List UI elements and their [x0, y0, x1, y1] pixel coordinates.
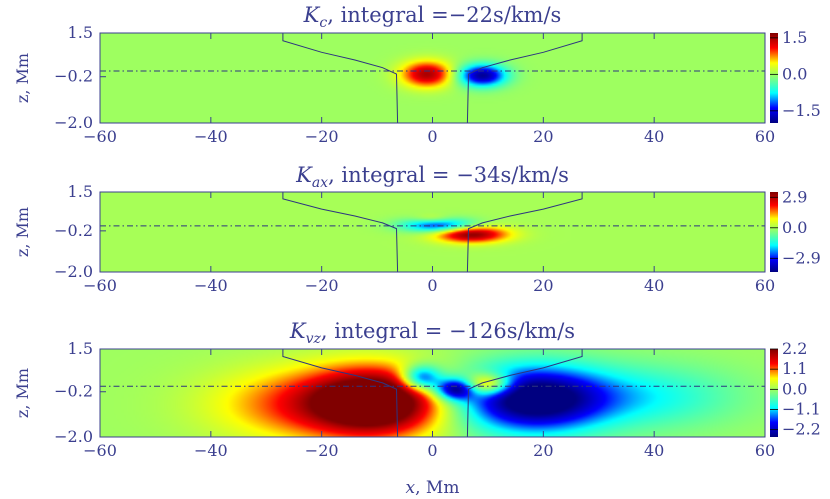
x-tick-label: −20 — [305, 276, 339, 295]
x-tick-label: 0 — [427, 441, 437, 460]
x-tick-label: 60 — [755, 276, 775, 295]
tube-boundary-left — [282, 33, 399, 124]
x-tick-label: −20 — [305, 441, 339, 460]
panel-1: −60 −40 −20 0 20 40 60 1.5 −0.2 −2.0 z, Mm Kc, inte… — [13, 3, 821, 146]
colorbar — [770, 349, 778, 437]
colorbar-tick-label: 1.5 — [782, 28, 807, 47]
x-tick-label: 60 — [755, 127, 775, 146]
y-tick-label: 1.5 — [68, 339, 93, 358]
x-tick-label: 40 — [644, 276, 664, 295]
x-tick-label: −60 — [83, 127, 117, 146]
x-tick-label: 40 — [644, 441, 664, 460]
colorbar — [770, 33, 778, 123]
colorbar-tick-label: 0.0 — [782, 218, 807, 237]
x-tick-label: −20 — [305, 127, 339, 146]
x-axis-label: x, Mm — [406, 478, 460, 498]
tube-boundary-right — [466, 349, 583, 438]
heatmap-field — [100, 192, 765, 272]
x-tick-label: −40 — [194, 276, 228, 295]
y-tick-label: −2.0 — [54, 427, 93, 446]
x-tick-label: 0 — [427, 127, 437, 146]
y-tick-label: −0.2 — [54, 382, 93, 401]
colorbar-tick-label: −1.1 — [782, 400, 821, 419]
tube-boundary-left — [282, 192, 399, 273]
colorbar-tick-label: −1.5 — [782, 101, 821, 120]
colorbar-tick-label: 1.1 — [782, 359, 807, 378]
y-tick-label: −0.2 — [54, 221, 93, 240]
panel-title: Kax, integral = −34s/km/s — [295, 163, 569, 191]
x-tick-label: 20 — [533, 441, 553, 460]
x-tick-label: 0 — [427, 276, 437, 295]
tube-boundary-right — [466, 33, 583, 124]
y-axis-label: z, Mm — [13, 53, 32, 103]
y-tick-label: 1.5 — [68, 182, 93, 201]
colorbar-tick-label: 0.0 — [782, 379, 807, 398]
heatmap-field — [100, 33, 765, 123]
colorbar-tick-label: −2.9 — [782, 248, 821, 267]
x-tick-label: −60 — [83, 441, 117, 460]
y-axis-label: z, Mm — [13, 368, 32, 418]
colorbar-tick-label: 2.9 — [782, 187, 807, 206]
tube-boundary-left — [282, 349, 399, 438]
colorbar-tick-label: 2.2 — [782, 339, 807, 358]
x-tick-label: −60 — [83, 276, 117, 295]
x-tick-label: −40 — [194, 441, 228, 460]
y-tick-label: −2.0 — [54, 113, 93, 132]
y-tick-label: 1.5 — [68, 23, 93, 42]
panel-2: −60 −40 −20 0 20 40 60 1.5 −0.2 −2.0 z, Mm Kax, int… — [13, 163, 821, 295]
panel-title: Kvz, integral = −126s/km/s — [289, 319, 575, 347]
y-tick-label: −2.0 — [54, 262, 93, 281]
colorbar-tick-label: 0.0 — [782, 64, 807, 83]
x-tick-label: −40 — [194, 127, 228, 146]
panel-title: Kc, integral =−22s/km/s — [303, 3, 562, 31]
heatmap-field — [100, 349, 765, 437]
y-tick-label: −0.2 — [54, 67, 93, 86]
colorbar-tick-label: −2.2 — [782, 420, 821, 439]
colorbar — [770, 192, 778, 272]
x-tick-label: 20 — [533, 276, 553, 295]
panel-3: −60 −40 −20 0 20 40 60 1.5 −0.2 −2.0 z, Mm Kvz, int… — [13, 319, 821, 498]
x-tick-label: 20 — [533, 127, 553, 146]
y-axis-label: z, Mm — [13, 207, 32, 257]
x-tick-label: 60 — [755, 441, 775, 460]
x-tick-label: 40 — [644, 127, 664, 146]
tube-boundary-right — [466, 192, 583, 273]
